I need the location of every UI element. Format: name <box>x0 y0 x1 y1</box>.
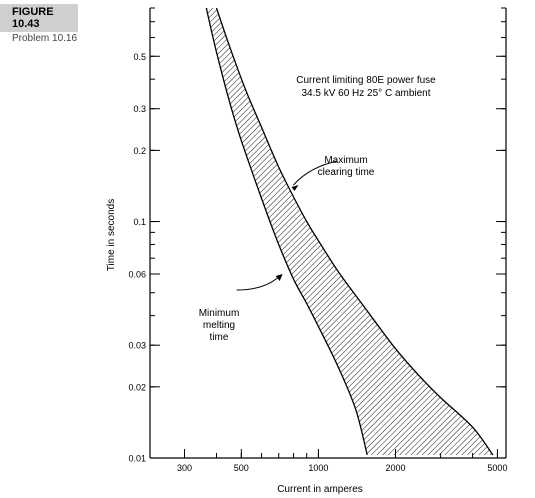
min-melting-label: time <box>210 332 229 343</box>
y-tick-label: 0.06 <box>128 270 146 280</box>
x-tick-label: 300 <box>177 463 192 473</box>
figure-label: FIGURE 10.43 <box>0 4 78 32</box>
y-tick-label: 0.1 <box>133 217 146 227</box>
fuse-band-fill <box>206 8 493 455</box>
x-tick-label: 5000 <box>487 463 507 473</box>
max-clearing-label: Maximum <box>324 155 367 166</box>
y-tick-label: 0.03 <box>128 341 146 351</box>
y-axis-ticks: 0.01 0.02 0.03 0.06 0.1 0.2 0.3 0.5 <box>128 7 506 464</box>
chart-subtitle: 34.5 kV 60 Hz 25° C ambient <box>301 88 430 99</box>
max-clearing-label: clearing time <box>318 167 375 178</box>
x-tick-label: 500 <box>234 463 249 473</box>
min-melting-leader <box>236 275 280 291</box>
min-melting-arrowhead <box>275 274 283 282</box>
maximum-clearing-time-curve <box>215 7 494 456</box>
figure-caption: Problem 10.16 <box>12 33 78 44</box>
axes-frame <box>149 8 507 459</box>
max-clearing-leader <box>293 160 338 186</box>
chart-title: Current limiting 80E power fuse <box>296 75 436 86</box>
minimum-melting-time-curve <box>205 7 368 456</box>
y-tick-label: 0.01 <box>128 454 146 464</box>
x-axis-label: Current in amperes <box>277 484 363 495</box>
max-clearing-arrowhead <box>291 184 299 191</box>
x-axis-ticks: 300 500 1000 2000 5000 <box>177 449 507 473</box>
fuse-band <box>205 7 494 456</box>
min-melting-label: Minimum <box>199 308 240 319</box>
x-tick-label: 1000 <box>308 463 328 473</box>
y-tick-label: 0.5 <box>133 52 146 62</box>
y-axis-label: Time in seconds <box>106 199 117 271</box>
min-melting-label: melting <box>203 320 235 331</box>
y-tick-label: 0.2 <box>133 146 146 156</box>
x-tick-label: 2000 <box>386 463 406 473</box>
y-tick-label: 0.02 <box>128 382 146 392</box>
y-tick-label: 0.3 <box>133 104 146 114</box>
